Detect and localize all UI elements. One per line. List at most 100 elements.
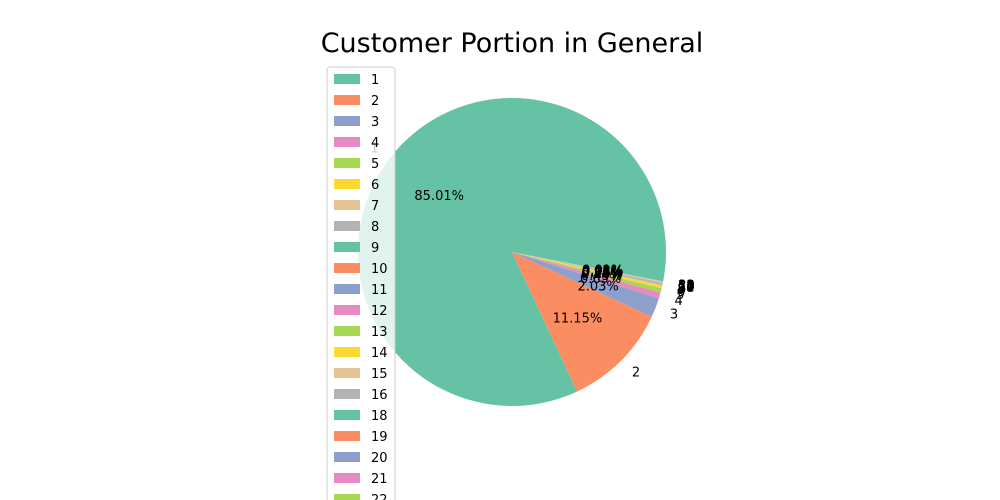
legend-label-8: 8 — [371, 220, 379, 235]
percentage-label-15: 0.02% — [582, 264, 623, 279]
percentage-label-19: 0.01% — [582, 264, 623, 279]
legend-swatch-9 — [334, 242, 360, 252]
chart-title: Customer Portion in General — [321, 28, 704, 59]
percentage-label-16: 0.02% — [582, 264, 623, 279]
pie-slice-12 — [512, 252, 663, 283]
category-label-10: 10 — [678, 281, 695, 296]
percentage-label-6: 0.20% — [581, 267, 622, 282]
percentage-label-8: 0.08% — [582, 266, 623, 281]
category-label-11: 11 — [678, 280, 695, 295]
legend-label-11: 11 — [371, 283, 388, 298]
percentage-label-21: 0.01% — [582, 264, 623, 279]
legend-label-2: 2 — [371, 94, 379, 109]
legend-label-16: 16 — [371, 388, 388, 403]
legend-swatch-22 — [334, 494, 360, 500]
percentage-label-20: 0.01% — [582, 264, 623, 279]
percentage-label-14: 0.02% — [582, 264, 623, 279]
category-label-7: 7 — [677, 283, 685, 298]
legend-label-12: 12 — [371, 304, 388, 319]
legend-label-10: 10 — [371, 262, 388, 277]
legend-swatch-12 — [334, 305, 360, 315]
pie-slice-13 — [512, 252, 663, 283]
legend-swatch-6 — [334, 179, 360, 189]
legend-swatch-19 — [334, 431, 360, 441]
percentage-label-10: 0.05% — [582, 265, 623, 280]
legend-label-5: 5 — [371, 157, 379, 172]
legend: 123456789101112131415161819202122 — [326, 66, 396, 500]
legend-label-3: 3 — [371, 115, 379, 130]
pie-slice-9 — [512, 252, 663, 285]
category-label-18: 18 — [678, 279, 695, 294]
pie-slice-5 — [512, 252, 662, 293]
pie-slice-16 — [512, 252, 664, 283]
legend-swatch-15 — [334, 368, 360, 378]
legend-label-20: 20 — [371, 451, 388, 466]
legend-swatch-4 — [334, 137, 360, 147]
category-label-19: 19 — [678, 279, 695, 294]
percentage-label-5: 0.45% — [581, 269, 622, 284]
category-label-21: 21 — [678, 278, 695, 293]
category-label-20: 20 — [678, 279, 695, 294]
category-label-15: 15 — [678, 279, 695, 294]
legend-label-9: 9 — [371, 241, 379, 256]
pie-slice-19 — [512, 252, 664, 282]
percentage-label-18: 0.01% — [582, 264, 623, 279]
legend-label-13: 13 — [371, 325, 388, 340]
legend-swatch-5 — [334, 158, 360, 168]
percentage-label-7: 0.12% — [581, 266, 622, 281]
percentage-label-9: 0.06% — [582, 265, 623, 280]
pie-slice-10 — [512, 252, 663, 284]
pie-slice-18 — [512, 252, 664, 282]
pie-slices — [358, 98, 667, 407]
percentage-label-3: 2.03% — [577, 279, 618, 294]
category-label-8: 8 — [678, 282, 686, 297]
pie-slice-1 — [358, 98, 667, 407]
legend-swatch-11 — [334, 284, 360, 294]
legend-swatch-2 — [334, 95, 360, 105]
percentage-label-1: 85.01% — [414, 189, 464, 204]
percentage-label-13: 0.03% — [582, 264, 623, 279]
percentage-labels: 85.01% 11.15% 2.03%0.65%0.45%0.20%0.12%0.0… — [414, 189, 623, 326]
pie-slice-15 — [512, 252, 664, 283]
legend-label-19: 19 — [371, 430, 388, 445]
category-label-9: 9 — [678, 281, 686, 296]
legend-label-18: 18 — [371, 409, 388, 424]
category-label-16: 16 — [678, 279, 695, 294]
legend-swatch-16 — [334, 389, 360, 399]
pie-slice-22 — [512, 252, 664, 282]
percentage-label-12: 0.03% — [582, 265, 623, 280]
category-label-4: 4 — [675, 294, 683, 309]
legend-swatch-21 — [334, 473, 360, 483]
pie-slice-2 — [512, 252, 652, 392]
pie-slice-3 — [512, 252, 659, 317]
pie-slice-7 — [512, 252, 663, 287]
legend-swatch-18 — [334, 410, 360, 420]
legend-label-22: 22 — [371, 493, 388, 500]
percentage-label-11: 0.04% — [582, 265, 623, 280]
legend-label-1: 1 — [371, 73, 379, 88]
legend-swatch-7 — [334, 200, 360, 210]
legend-swatch-13 — [334, 326, 360, 336]
category-label-22: 22 — [678, 278, 695, 293]
legend-label-7: 7 — [371, 199, 379, 214]
legend-swatch-20 — [334, 452, 360, 462]
category-label-5: 5 — [676, 288, 684, 303]
legend-label-14: 14 — [371, 346, 388, 361]
legend-swatch-1 — [334, 74, 360, 84]
legend-label-21: 21 — [371, 472, 388, 487]
pie-slice-14 — [512, 252, 664, 283]
legend-swatch-3 — [334, 116, 360, 126]
legend-label-4: 4 — [371, 136, 379, 151]
category-label-6: 6 — [677, 285, 685, 300]
legend-label-6: 6 — [371, 178, 379, 193]
pie-slice-21 — [512, 252, 664, 282]
pie-slice-6 — [512, 252, 663, 289]
category-label-13: 13 — [678, 280, 695, 295]
pie-slice-4 — [512, 252, 661, 299]
legend-swatch-14 — [334, 347, 360, 357]
percentage-label-4: 0.65% — [580, 272, 621, 287]
category-labels: 123456789101112131415161819202122 — [370, 142, 695, 381]
category-label-12: 12 — [678, 280, 695, 295]
legend-label-15: 15 — [371, 367, 388, 382]
